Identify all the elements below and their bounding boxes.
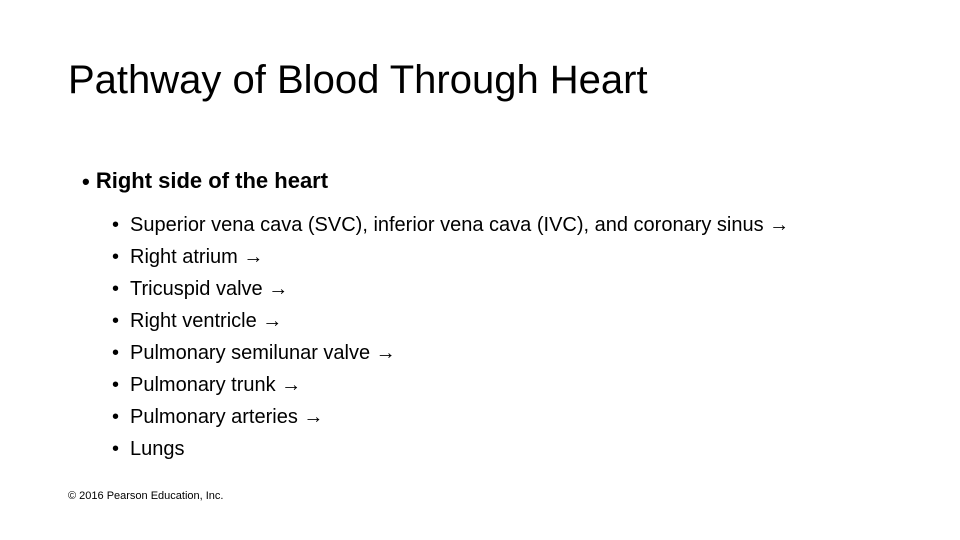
sub-list: • Superior vena cava (SVC), inferior ven… <box>112 210 789 466</box>
bullet-icon: • <box>112 274 130 304</box>
bullet-icon: • <box>112 306 130 336</box>
list-item: • Pulmonary arteries → <box>112 402 789 432</box>
copyright-text: © 2016 Pearson Education, Inc. <box>68 490 223 502</box>
bullet-icon: • <box>112 434 130 464</box>
list-item: • Right ventricle → <box>112 306 789 336</box>
list-item: • Right atrium → <box>112 242 789 272</box>
bullet-icon: • <box>112 210 130 240</box>
bullet-icon: • <box>82 169 90 195</box>
list-item-text: Superior vena cava (SVC), inferior vena … <box>130 210 789 240</box>
bullet-icon: • <box>112 242 130 272</box>
list-item: • Lungs <box>112 434 789 464</box>
bullet-icon: • <box>112 402 130 432</box>
list-item: • Pulmonary semilunar valve → <box>112 338 789 368</box>
level1-bullet: • Right side of the heart <box>82 168 328 195</box>
bullet-icon: • <box>112 370 130 400</box>
list-item: • Pulmonary trunk → <box>112 370 789 400</box>
slide: Pathway of Blood Through Heart • Right s… <box>0 0 960 540</box>
list-item-text: Pulmonary trunk → <box>130 370 301 400</box>
list-item: • Superior vena cava (SVC), inferior ven… <box>112 210 789 240</box>
list-item: • Tricuspid valve → <box>112 274 789 304</box>
list-item-text: Pulmonary semilunar valve → <box>130 338 396 368</box>
list-item-text: Pulmonary arteries → <box>130 402 323 432</box>
bullet-icon: • <box>112 338 130 368</box>
list-item-text: Right ventricle → <box>130 306 282 336</box>
level1-text: Right side of the heart <box>96 168 328 193</box>
list-item-text: Tricuspid valve → <box>130 274 288 304</box>
slide-title: Pathway of Blood Through Heart <box>68 58 648 103</box>
list-item-text: Lungs <box>130 434 185 464</box>
list-item-text: Right atrium → <box>130 242 263 272</box>
